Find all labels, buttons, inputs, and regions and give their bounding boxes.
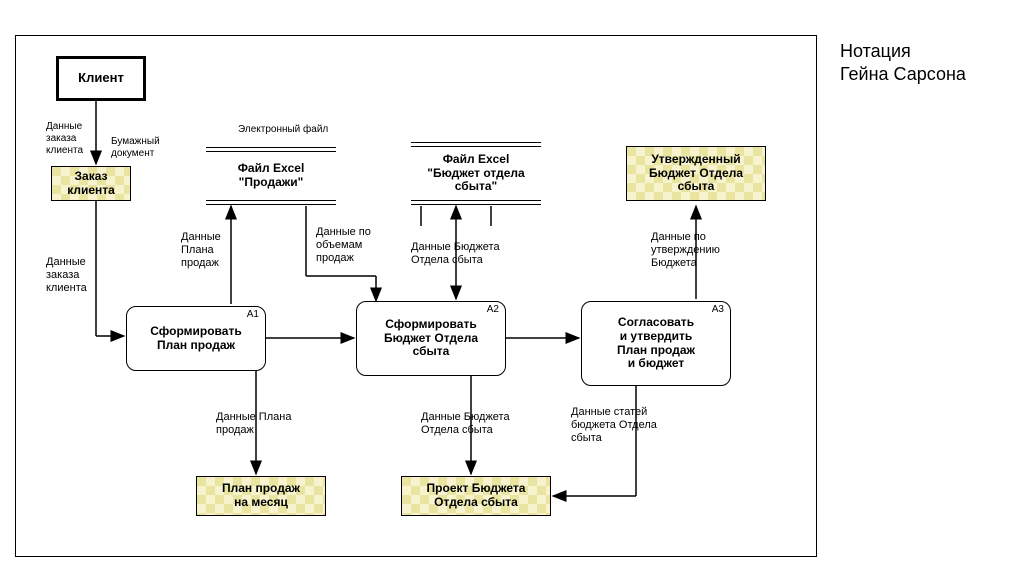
page-title: Нотация Гейна Сарсона — [840, 40, 966, 87]
diagram-canvas: Клиент Заказ клиента Файл Excel "Продажи" Ф… — [15, 35, 817, 557]
node-label: Сформировать Бюджет Отдела сбыта — [384, 318, 478, 359]
node-approved: Утвержденный Бюджет Отдела сбыта — [626, 146, 766, 201]
node-client: Клиент — [56, 56, 146, 101]
flow-label: Данные заказа клиента — [46, 121, 83, 157]
node-label: Согласовать и утвердить План продаж и бю… — [617, 316, 695, 371]
node-label: Заказ клиента — [67, 170, 115, 198]
flow-label: Бумажный документ — [111, 136, 160, 160]
node-ds_budget: Файл Excel "Бюджет отдела сбыта" — [411, 146, 541, 201]
flow-label: Данные Бюджета Отдела сбыта — [421, 411, 510, 437]
node-p1: Сформировать План продаж A1 — [126, 306, 266, 371]
process-id: A2 — [487, 304, 499, 316]
node-order: Заказ клиента — [51, 166, 131, 201]
node-label: План продаж на месяц — [222, 482, 300, 510]
node-ds_sales: Файл Excel "Продажи" — [206, 151, 336, 201]
flow-label: Данные Плана продаж — [181, 231, 221, 271]
flow-label: Данные Плана продаж — [216, 411, 291, 437]
process-id: A1 — [247, 309, 259, 321]
node-p3: Согласовать и утвердить План продаж и бю… — [581, 301, 731, 386]
node-label: Утвержденный Бюджет Отдела сбыта — [649, 153, 743, 194]
node-plan: План продаж на месяц — [196, 476, 326, 516]
flow-label: Данные заказа клиента — [46, 256, 87, 296]
node-p2: Сформировать Бюджет Отдела сбыта A2 — [356, 301, 506, 376]
node-label: Проект Бюджета Отдела сбыта — [427, 482, 526, 510]
flow-label: Данные Бюджета Отдела сбыта — [411, 241, 500, 267]
flow-label: Данные по объемам продаж — [316, 226, 371, 266]
node-label: Сформировать План продаж — [150, 325, 241, 353]
flow-label: Электронный файл — [238, 124, 328, 136]
process-id: A3 — [712, 304, 724, 316]
node-label: Файл Excel "Бюджет отдела сбыта" — [427, 153, 524, 194]
node-label: Файл Excel "Продажи" — [238, 162, 305, 190]
node-project: Проект Бюджета Отдела сбыта — [401, 476, 551, 516]
flow-label: Данные статей бюджета Отдела сбыта — [571, 406, 657, 446]
flow-label: Данные по утверждению Бюджета — [651, 231, 720, 271]
node-label: Клиент — [78, 71, 124, 86]
